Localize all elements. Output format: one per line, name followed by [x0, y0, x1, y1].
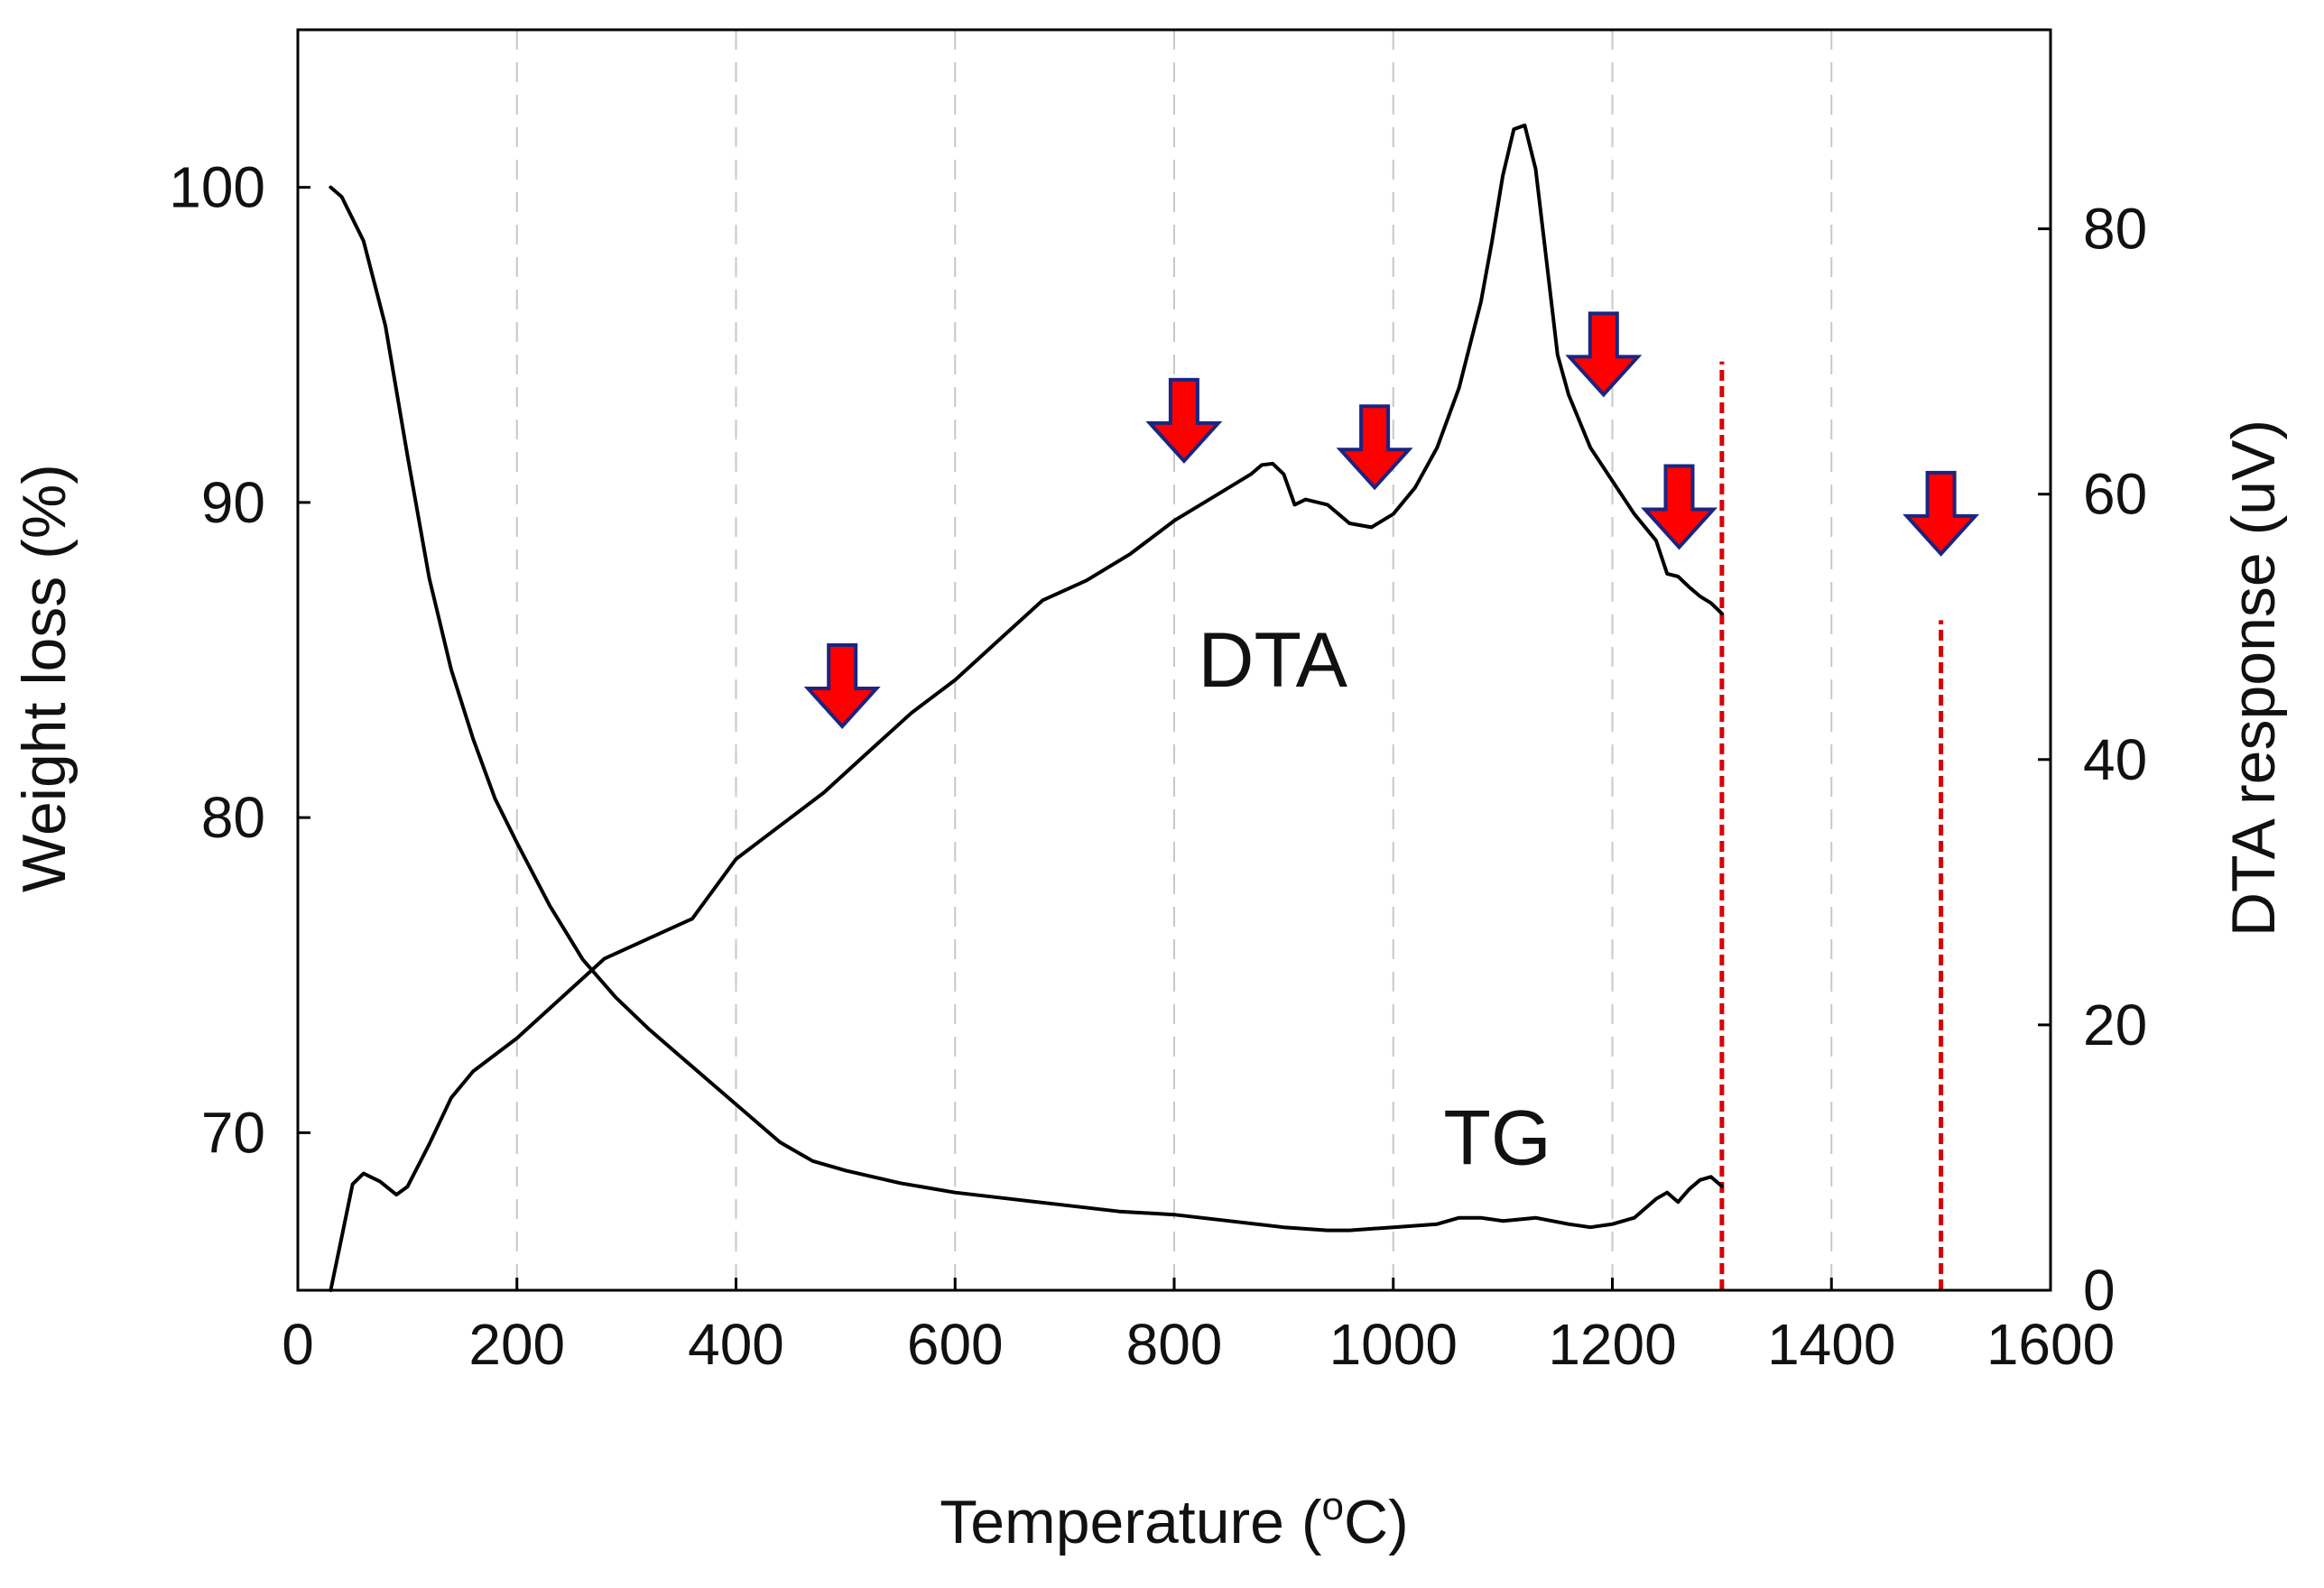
y-right-tick-label-2: 40 — [2083, 727, 2147, 792]
down-arrow-5 — [1903, 470, 1980, 557]
x-tick-label-2: 400 — [688, 1312, 784, 1377]
x-axis-title-main: Temperature ( — [940, 1488, 1322, 1556]
down-arrow-4 — [1640, 464, 1718, 550]
down-arrow-3 — [1565, 311, 1643, 398]
y-left-tick-label-0: 70 — [201, 1100, 265, 1165]
y-left-tick-label-1: 80 — [201, 785, 265, 850]
vertical-gridlines — [515, 30, 1833, 1290]
down-arrow-0 — [803, 643, 881, 729]
y-right-tick-label-3: 60 — [2083, 462, 2147, 527]
series-line-tg — [329, 185, 1724, 1233]
down-arrow-2 — [1336, 404, 1413, 491]
series-line-dta — [329, 123, 1724, 1292]
x-tick-label-6: 1200 — [1548, 1312, 1676, 1377]
y-left-tick-label-2: 90 — [201, 470, 265, 535]
left-axis-ticks: 70 80 90 100 — [169, 155, 310, 1165]
y-left-tick-label-3: 100 — [169, 155, 265, 220]
right-axis-ticks: 0 20 40 60 80 — [2038, 197, 2147, 1323]
x-axis-title: Temperature (oC) — [940, 1484, 1409, 1556]
x-axis-title-superscript: o — [1322, 1484, 1344, 1528]
x-tick-label-4: 800 — [1126, 1312, 1223, 1377]
series-layer — [329, 123, 1724, 1292]
marker-dashed-lines — [1719, 361, 1944, 1290]
y-right-tick-label-0: 0 — [2083, 1258, 2116, 1323]
x-axis-title-unit: C) — [1344, 1488, 1409, 1556]
x-tick-label-7: 1400 — [1767, 1312, 1895, 1377]
marker-arrows — [803, 311, 1980, 729]
left-axis-title: Weight loss (%) — [10, 464, 79, 892]
curve-labels: TG DTA — [1198, 617, 1551, 1181]
x-tick-label-0: 0 — [282, 1312, 314, 1377]
x-axis-ticks: 0 200 400 600 800 1000 1200 1400 1600 — [282, 1278, 2115, 1377]
y-right-tick-label-1: 20 — [2083, 992, 2147, 1057]
y-right-tick-label-4: 80 — [2083, 197, 2147, 262]
curve-label-tg: TG — [1443, 1094, 1551, 1181]
down-arrow-1 — [1145, 377, 1223, 464]
right-axis-title: DTA response (uV) — [2219, 420, 2288, 937]
curve-label-dta: DTA — [1198, 617, 1347, 704]
x-tick-label-3: 600 — [907, 1312, 1004, 1377]
x-tick-label-1: 200 — [468, 1312, 565, 1377]
x-tick-label-5: 1000 — [1329, 1312, 1458, 1377]
x-tick-label-8: 1600 — [1986, 1312, 2115, 1377]
